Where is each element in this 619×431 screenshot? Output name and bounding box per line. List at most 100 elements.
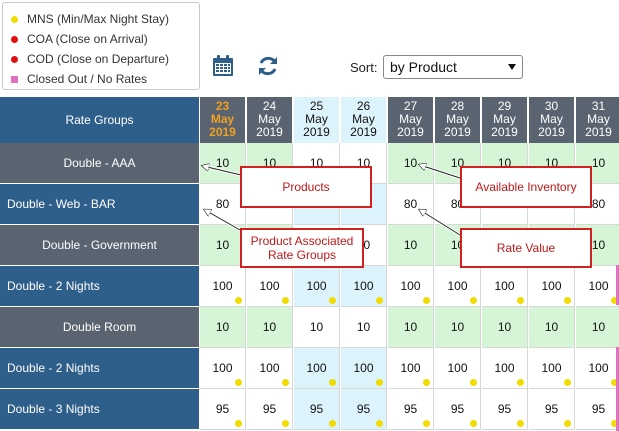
- inventory-cell[interactable]: 10: [388, 307, 434, 348]
- rate-cell[interactable]: 100: [200, 348, 246, 389]
- date-header-day: 26: [356, 99, 371, 113]
- closed-out-square-icon: [11, 75, 18, 83]
- rate-cell[interactable]: 95: [388, 389, 434, 430]
- product-label[interactable]: Double - AAA: [0, 143, 200, 184]
- inventory-cell[interactable]: 10: [388, 143, 434, 184]
- rate-cell[interactable]: 100: [482, 348, 528, 389]
- date-header-month: May: [446, 112, 469, 126]
- inventory-cell[interactable]: 10: [294, 307, 340, 348]
- cell-value: 100: [259, 279, 280, 293]
- inventory-cell[interactable]: 10: [482, 307, 528, 348]
- product-label[interactable]: Double - Government: [0, 225, 200, 266]
- rate-cell[interactable]: 95: [200, 389, 246, 430]
- rate-cell[interactable]: 95: [294, 389, 340, 430]
- date-header-year: 2019: [209, 125, 236, 139]
- legend-item: MNS (Min/Max Night Stay): [11, 9, 199, 29]
- date-header-year: 2019: [444, 125, 471, 139]
- mns-dot-icon: [517, 420, 524, 427]
- legend-item-label: COA (Close on Arrival): [27, 32, 148, 46]
- rate-group-label[interactable]: Double - 3 Nights: [0, 389, 200, 430]
- rate-cell[interactable]: 100: [247, 348, 293, 389]
- cell-value: 100: [306, 361, 327, 375]
- sort-select-value: by Product: [390, 59, 457, 75]
- mns-dot-icon: [470, 297, 477, 304]
- date-header[interactable]: 30 May 2019: [529, 97, 575, 143]
- rate-cell[interactable]: 100: [576, 266, 619, 307]
- date-header-day: 31: [591, 99, 606, 113]
- rate-cell[interactable]: 95: [435, 389, 481, 430]
- mns-dot-icon: [470, 379, 477, 386]
- cell-value: 95: [591, 402, 606, 416]
- cell-value: 10: [356, 320, 371, 334]
- legend-item: COA (Close on Arrival): [11, 29, 199, 49]
- rate-cell[interactable]: 100: [435, 348, 481, 389]
- rate-cell[interactable]: 100: [576, 348, 619, 389]
- product-label[interactable]: Double Room: [0, 307, 200, 348]
- rate-cell[interactable]: 100: [529, 266, 575, 307]
- date-header-day: 29: [497, 99, 512, 113]
- callout-products: Products: [240, 166, 372, 208]
- cell-value: 10: [544, 320, 559, 334]
- sort-select[interactable]: by Product: [383, 55, 523, 79]
- rate-cell[interactable]: 100: [482, 266, 528, 307]
- cell-value: 10: [309, 320, 324, 334]
- rate-cell[interactable]: 100: [341, 348, 387, 389]
- date-header[interactable]: 27 May 2019: [388, 97, 434, 143]
- inventory-cell[interactable]: 10: [388, 225, 434, 266]
- date-header[interactable]: 29 May 2019: [482, 97, 528, 143]
- mns-dot-icon: [423, 420, 430, 427]
- rate-cell[interactable]: 100: [341, 266, 387, 307]
- rate-group-label[interactable]: Double - Web - BAR: [0, 184, 200, 225]
- rate-cell[interactable]: 95: [529, 389, 575, 430]
- cell-value: 95: [262, 402, 277, 416]
- inventory-cell[interactable]: 10: [341, 307, 387, 348]
- date-header-month: May: [258, 112, 281, 126]
- inventory-cell[interactable]: 10: [576, 307, 619, 348]
- rate-cell[interactable]: 100: [294, 348, 340, 389]
- cell-value: 100: [353, 361, 374, 375]
- date-header[interactable]: 26 May 2019: [341, 97, 387, 143]
- cell-value: 100: [541, 279, 562, 293]
- closed-out-marker: [616, 265, 619, 305]
- rate-cell[interactable]: 80: [388, 184, 434, 225]
- date-header[interactable]: 23 May 2019: [200, 97, 246, 143]
- legend-item-label: COD (Close on Departure): [27, 52, 170, 66]
- cell-value: 10: [450, 320, 465, 334]
- cell-value: 100: [541, 361, 562, 375]
- date-header[interactable]: 25 May 2019: [294, 97, 340, 143]
- legend-item-label: Closed Out / No Rates: [27, 72, 148, 86]
- mns-dot-icon: [235, 420, 242, 427]
- rate-group-label[interactable]: Double - 2 Nights: [0, 348, 200, 389]
- cell-value: 95: [309, 402, 324, 416]
- inventory-cell[interactable]: 10: [529, 307, 575, 348]
- rate-cell[interactable]: 95: [247, 389, 293, 430]
- date-header[interactable]: 28 May 2019: [435, 97, 481, 143]
- legend-item-label: MNS (Min/Max Night Stay): [27, 12, 170, 26]
- date-header-day: 30: [544, 99, 559, 113]
- inventory-cell[interactable]: 10: [435, 307, 481, 348]
- rate-cell[interactable]: 95: [482, 389, 528, 430]
- rate-cell[interactable]: 100: [388, 348, 434, 389]
- cell-value: 10: [591, 320, 606, 334]
- rate-cell[interactable]: 100: [247, 266, 293, 307]
- date-header-year: 2019: [256, 125, 283, 139]
- rate-cell[interactable]: 100: [200, 266, 246, 307]
- rate-cell[interactable]: 100: [388, 266, 434, 307]
- inventory-cell[interactable]: 10: [200, 307, 246, 348]
- refresh-icon[interactable]: [256, 54, 280, 78]
- date-header-day: 25: [309, 99, 324, 113]
- cell-value: 100: [447, 361, 468, 375]
- date-header-day: 28: [450, 99, 465, 113]
- rate-cell[interactable]: 100: [294, 266, 340, 307]
- rate-cell[interactable]: 100: [529, 348, 575, 389]
- cell-value: 100: [353, 279, 374, 293]
- rate-cell[interactable]: 95: [341, 389, 387, 430]
- inventory-cell[interactable]: 10: [247, 307, 293, 348]
- rate-group-label[interactable]: Double - 2 Nights: [0, 266, 200, 307]
- date-header[interactable]: 24 May 2019: [247, 97, 293, 143]
- rate-cell[interactable]: 95: [576, 389, 619, 430]
- rate-cell[interactable]: 100: [435, 266, 481, 307]
- date-header-year: 2019: [491, 125, 518, 139]
- date-header[interactable]: 31 May 2019: [576, 97, 619, 143]
- calendar-icon[interactable]: [211, 54, 235, 78]
